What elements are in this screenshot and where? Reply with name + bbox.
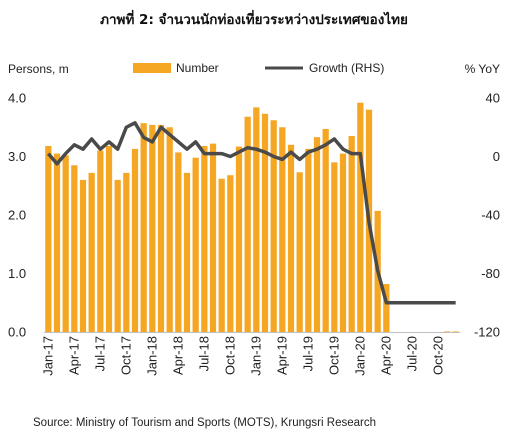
bar-Jan-18 [149,124,156,332]
right-tick-label: 0 [493,149,500,164]
bar-Aug-19 [313,137,321,332]
x-tick-label: Jul-20 [404,336,419,371]
right-axis-label: % YoY [465,62,500,76]
bar-Nov-17 [131,148,139,332]
bar-Oct-17 [123,172,130,332]
x-tick-label: Apr-17 [66,336,81,375]
bar-Sep-18 [218,178,225,332]
left-tick-label: 0.0 [8,325,26,340]
x-axis-ticks: Jan-17 Apr-17 Jul-17 Oct-17 Jan-18 Apr-18 Jul-… [40,336,445,376]
x-tick-label: Apr-20 [378,336,393,375]
left-tick-label: 3.0 [8,149,26,164]
bar-Jul-17 [97,150,104,332]
left-axis-ticks: 0.0 1.0 2.0 3.0 4.0 [8,91,26,340]
bar-Jan-17 [45,145,52,332]
right-axis-ticks: -120 -80 -40 0 40 [474,91,500,340]
x-tick-label: Jan-17 [40,336,55,376]
bar-Mar-19 [270,120,277,332]
bar-Nov-20 [443,331,451,332]
legend-number-swatch [133,63,171,73]
right-tick-label: -40 [481,208,500,223]
bar-Dec-20 [452,331,459,332]
bar-Jan-19 [253,107,260,332]
bar-May-19 [287,144,295,332]
bar-May-18 [183,172,191,332]
legend-growth-label: Growth (RHS) [309,61,384,75]
x-tick-label: Jul-18 [196,336,211,371]
bar-Dec-18 [244,116,251,332]
bar-May-17 [79,179,87,332]
line-series [46,121,456,305]
left-tick-label: 4.0 [8,91,26,106]
x-tick-label: Jan-18 [144,336,159,376]
x-tick-label: Jan-19 [248,336,263,376]
x-tick-label: Jul-17 [92,336,107,371]
bar-series [45,102,459,333]
bar-Aug-17 [105,145,113,332]
bar-Jun-18 [192,157,199,332]
x-tick-label: Oct-19 [326,336,341,375]
bar-Jul-18 [201,145,208,332]
bar-Dec-17 [140,123,147,332]
x-tick-label: Oct-18 [222,336,237,375]
bar-Aug-18 [209,143,217,332]
growth-line [46,121,456,305]
source-note: Source: Ministry of Tourism and Sports (… [33,417,376,429]
bar-Jun-19 [296,172,303,332]
bar-Mar-17 [62,155,69,332]
bar-Apr-17 [71,165,78,332]
bar-Feb-17 [53,153,61,332]
right-tick-label: -120 [474,325,500,340]
bar-Jul-19 [305,148,312,332]
left-tick-label: 2.0 [8,208,26,223]
bar-Jun-17 [88,172,95,332]
bar-Oct-19 [331,162,338,332]
x-tick-label: Apr-19 [274,336,289,375]
legend-number-label: Number [176,61,219,75]
chart-title: ภาพที่ 2: จำนวนนักท่องเที่ยวระหว่างประเท… [100,9,408,28]
x-tick-label: Jan-20 [352,336,367,376]
bar-Apr-19 [279,127,286,332]
bar-Feb-19 [261,113,269,332]
bar-Dec-19 [348,136,355,332]
x-tick-label: Oct-17 [118,336,133,375]
bar-Jan-20 [357,102,364,333]
x-tick-label: Apr-18 [170,336,185,375]
x-tick-label: Jul-19 [300,336,315,371]
bar-Apr-20 [383,284,390,332]
bar-Nov-18 [235,146,243,332]
right-tick-label: -80 [481,266,500,281]
left-tick-label: 1.0 [8,266,26,281]
bar-Mar-18 [166,127,173,332]
left-axis-label: Persons, m [8,62,69,76]
bar-Sep-19 [322,129,329,332]
right-tick-label: 40 [486,91,500,106]
x-tick-label: Oct-20 [430,336,445,375]
bar-Sep-17 [114,179,121,332]
bar-Nov-19 [339,153,347,332]
bar-Feb-18 [157,124,165,332]
legend: Number Growth (RHS) [133,61,384,75]
bar-Oct-18 [227,175,234,332]
bar-Apr-18 [175,152,182,332]
